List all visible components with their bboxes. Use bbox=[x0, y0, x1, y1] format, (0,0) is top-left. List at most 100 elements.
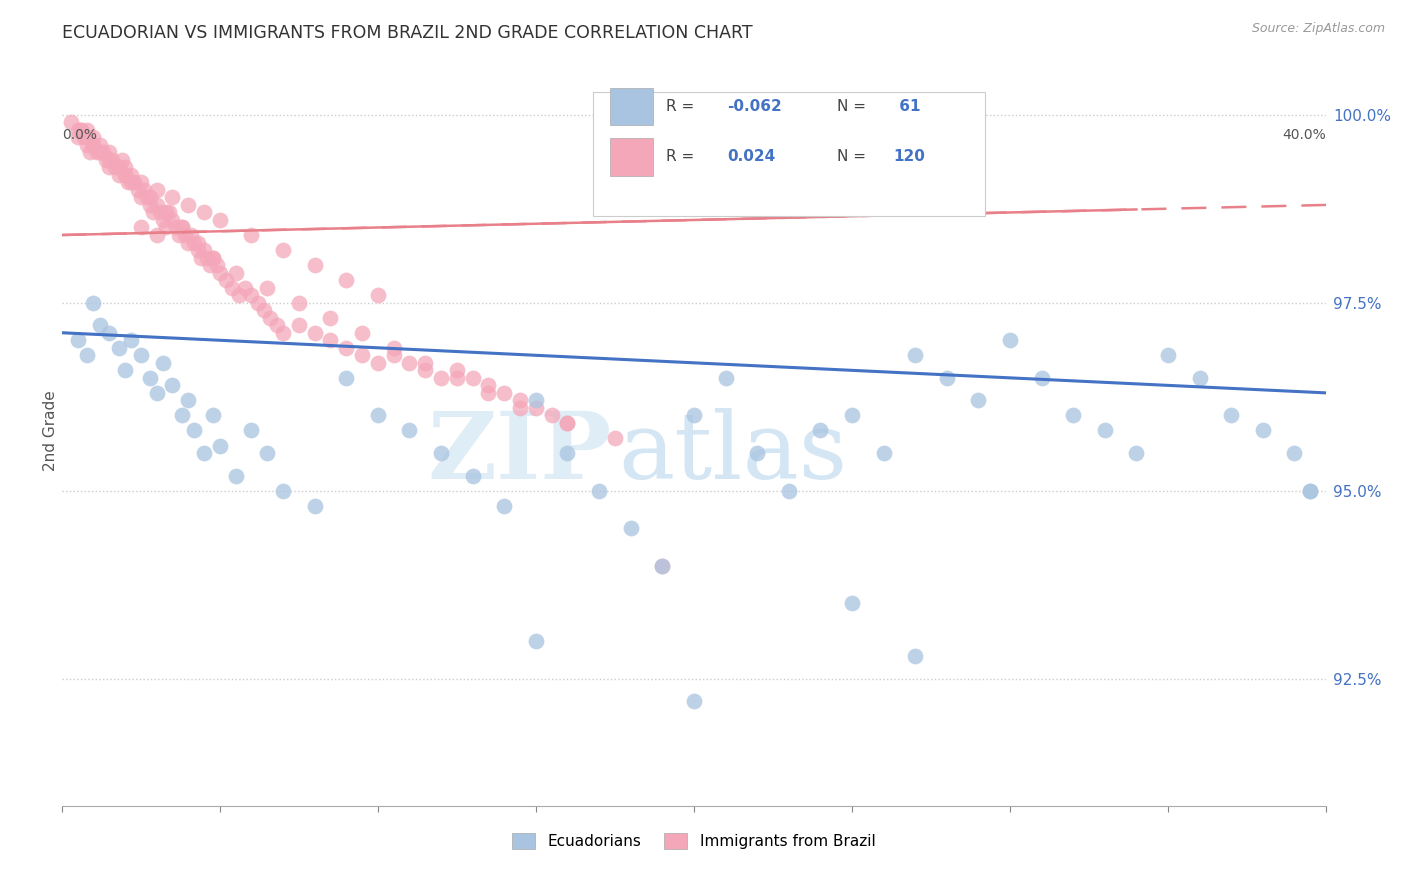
Point bbox=[240, 288, 263, 302]
Point bbox=[228, 288, 250, 302]
Point bbox=[225, 266, 247, 280]
Point bbox=[221, 280, 243, 294]
Point bbox=[225, 468, 247, 483]
Point bbox=[104, 161, 127, 175]
Point bbox=[180, 227, 202, 242]
Point bbox=[367, 409, 389, 423]
FancyBboxPatch shape bbox=[610, 87, 654, 125]
Point bbox=[1299, 483, 1322, 498]
Point bbox=[350, 326, 373, 340]
Point bbox=[142, 205, 165, 219]
Point bbox=[127, 183, 149, 197]
Point bbox=[114, 363, 136, 377]
Point bbox=[89, 137, 111, 152]
Point bbox=[319, 333, 342, 347]
Point bbox=[195, 251, 218, 265]
Point bbox=[120, 175, 142, 189]
Point bbox=[136, 190, 159, 204]
Point bbox=[152, 356, 174, 370]
Point bbox=[246, 295, 269, 310]
Point bbox=[935, 371, 957, 385]
Point bbox=[1220, 409, 1243, 423]
Text: N =: N = bbox=[837, 149, 870, 164]
Point bbox=[79, 145, 101, 160]
Point bbox=[107, 341, 129, 355]
FancyBboxPatch shape bbox=[593, 92, 984, 216]
Point bbox=[145, 183, 167, 197]
Point bbox=[139, 190, 162, 204]
Text: ZIP: ZIP bbox=[427, 408, 612, 498]
Point bbox=[114, 168, 136, 182]
Point bbox=[319, 310, 342, 325]
Point bbox=[155, 205, 177, 219]
Text: 61: 61 bbox=[894, 99, 920, 114]
Point bbox=[157, 205, 180, 219]
Point bbox=[477, 378, 499, 392]
Point bbox=[1031, 371, 1053, 385]
Point bbox=[162, 378, 184, 392]
Point bbox=[683, 409, 706, 423]
Point bbox=[200, 258, 222, 272]
Point bbox=[73, 130, 96, 145]
Point bbox=[524, 401, 547, 415]
Point bbox=[233, 280, 256, 294]
Point bbox=[190, 251, 212, 265]
Point bbox=[94, 153, 117, 167]
Point bbox=[101, 153, 124, 167]
Point bbox=[998, 333, 1021, 347]
Point bbox=[967, 393, 990, 408]
Point bbox=[170, 220, 193, 235]
Point bbox=[76, 348, 98, 362]
Point bbox=[187, 235, 209, 250]
Point bbox=[240, 424, 263, 438]
Point bbox=[76, 130, 98, 145]
Point bbox=[557, 416, 579, 430]
Point bbox=[1251, 424, 1274, 438]
Point bbox=[193, 243, 215, 257]
Point bbox=[66, 130, 89, 145]
Point bbox=[129, 190, 152, 204]
Point bbox=[167, 227, 190, 242]
Point bbox=[187, 243, 209, 257]
Point bbox=[174, 227, 197, 242]
Point bbox=[162, 190, 184, 204]
Point bbox=[208, 213, 231, 227]
Point bbox=[620, 521, 643, 535]
Point bbox=[82, 130, 104, 145]
Point bbox=[165, 220, 187, 235]
Point bbox=[132, 183, 155, 197]
Point bbox=[872, 446, 894, 460]
Point bbox=[107, 161, 129, 175]
Point bbox=[208, 266, 231, 280]
Point bbox=[66, 333, 89, 347]
Text: Source: ZipAtlas.com: Source: ZipAtlas.com bbox=[1251, 22, 1385, 36]
Point bbox=[177, 235, 200, 250]
Point bbox=[82, 295, 104, 310]
Text: 0.024: 0.024 bbox=[727, 149, 775, 164]
Point bbox=[413, 356, 436, 370]
Point bbox=[177, 393, 200, 408]
Point bbox=[266, 318, 288, 333]
Point bbox=[651, 558, 673, 573]
Point bbox=[382, 341, 405, 355]
Point bbox=[808, 424, 831, 438]
Point bbox=[129, 348, 152, 362]
Point bbox=[170, 220, 193, 235]
Point bbox=[124, 175, 146, 189]
Text: N =: N = bbox=[837, 99, 870, 114]
Point bbox=[477, 385, 499, 400]
Point bbox=[145, 227, 167, 242]
Point bbox=[524, 634, 547, 648]
Point bbox=[524, 393, 547, 408]
Point bbox=[509, 393, 531, 408]
Point bbox=[86, 145, 108, 160]
Point bbox=[98, 326, 121, 340]
Point bbox=[89, 145, 111, 160]
Point bbox=[114, 168, 136, 182]
Point bbox=[446, 371, 468, 385]
Point bbox=[588, 483, 610, 498]
Point bbox=[603, 431, 626, 445]
Point bbox=[205, 258, 228, 272]
Point bbox=[91, 145, 114, 160]
Point bbox=[66, 122, 89, 136]
